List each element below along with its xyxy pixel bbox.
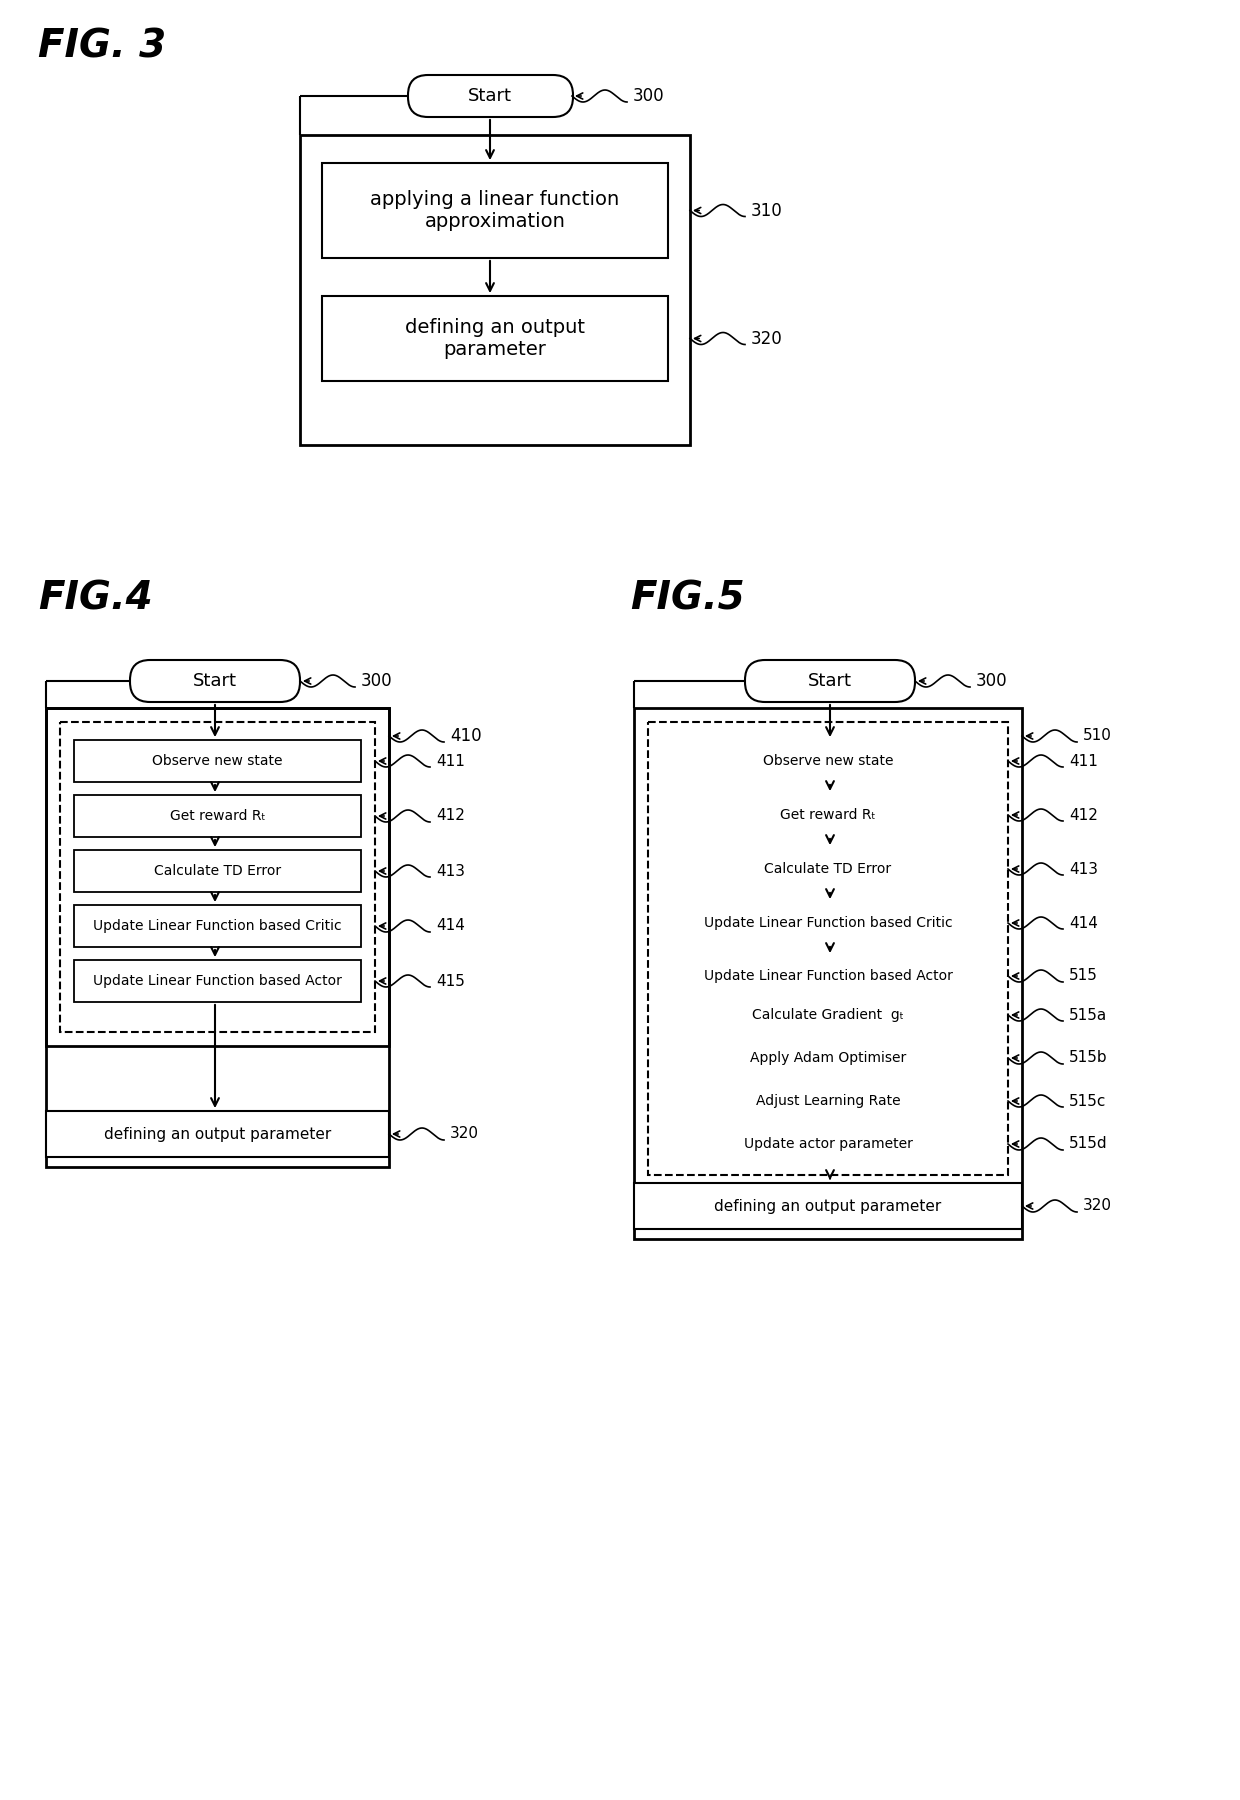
Bar — [649, 722, 1008, 1175]
Text: Calculate Gradient  gₜ: Calculate Gradient gₜ — [753, 1008, 904, 1022]
Bar — [300, 135, 689, 445]
Bar — [74, 796, 361, 837]
Text: Get reward Rₜ: Get reward Rₜ — [170, 808, 265, 823]
Text: 300: 300 — [361, 671, 393, 689]
Bar — [662, 956, 994, 1174]
Text: Update Linear Function based Critic: Update Linear Function based Critic — [93, 920, 342, 932]
Bar — [676, 995, 980, 1033]
FancyBboxPatch shape — [408, 76, 573, 117]
Text: defining an output parameter: defining an output parameter — [714, 1199, 941, 1213]
Text: 515c: 515c — [1069, 1093, 1106, 1109]
Text: 410: 410 — [450, 727, 481, 745]
Text: Update Linear Function based Actor: Update Linear Function based Actor — [93, 974, 342, 988]
Text: 414: 414 — [1069, 916, 1097, 931]
Text: 320: 320 — [751, 329, 782, 347]
Bar — [46, 1111, 389, 1157]
Bar — [662, 794, 994, 835]
Text: Start: Start — [808, 671, 852, 689]
Text: FIG.4: FIG.4 — [38, 580, 153, 617]
Text: 413: 413 — [1069, 862, 1097, 877]
Text: 412: 412 — [1069, 808, 1097, 823]
Bar — [322, 295, 668, 382]
Text: Calculate TD Error: Calculate TD Error — [764, 862, 892, 877]
Bar — [46, 707, 389, 1046]
Text: defining an output
parameter: defining an output parameter — [405, 319, 585, 358]
Text: Apply Adam Optimiser: Apply Adam Optimiser — [750, 1051, 906, 1066]
Bar — [60, 722, 374, 1031]
Text: 413: 413 — [436, 864, 465, 878]
Text: Start: Start — [467, 86, 512, 104]
Text: Adjust Learning Rate: Adjust Learning Rate — [755, 1094, 900, 1109]
Bar — [74, 850, 361, 893]
Text: 515b: 515b — [1069, 1051, 1107, 1066]
Text: 414: 414 — [436, 918, 465, 934]
Bar — [74, 905, 361, 947]
Bar — [662, 740, 994, 781]
Text: Observe new state: Observe new state — [153, 754, 283, 769]
Bar — [662, 902, 994, 943]
Bar — [676, 1039, 980, 1076]
Text: Get reward Rₜ: Get reward Rₜ — [780, 808, 875, 823]
Text: 515a: 515a — [1069, 1008, 1107, 1022]
Text: Update Linear Function based Actor: Update Linear Function based Actor — [703, 968, 952, 983]
Text: 415: 415 — [436, 974, 465, 988]
Text: 411: 411 — [436, 754, 465, 769]
Text: Calculate TD Error: Calculate TD Error — [154, 864, 281, 878]
Text: FIG. 3: FIG. 3 — [38, 29, 166, 67]
Bar — [634, 707, 1022, 1238]
Text: defining an output parameter: defining an output parameter — [104, 1127, 331, 1141]
Bar — [634, 1183, 1022, 1229]
Bar — [46, 707, 389, 1166]
Bar — [676, 1082, 980, 1120]
Text: Update actor parameter: Update actor parameter — [744, 1138, 913, 1150]
Text: 320: 320 — [1083, 1199, 1112, 1213]
Bar — [74, 959, 361, 1003]
Bar — [322, 164, 668, 257]
Text: 515: 515 — [1069, 968, 1097, 983]
Text: 310: 310 — [751, 202, 782, 220]
Text: 411: 411 — [1069, 754, 1097, 769]
Text: 300: 300 — [632, 86, 665, 104]
Text: 412: 412 — [436, 808, 465, 824]
FancyBboxPatch shape — [130, 661, 300, 702]
Bar — [74, 740, 361, 781]
Text: 300: 300 — [976, 671, 1008, 689]
Text: 510: 510 — [1083, 729, 1112, 743]
FancyBboxPatch shape — [745, 661, 915, 702]
Text: Start: Start — [193, 671, 237, 689]
Text: FIG.5: FIG.5 — [630, 580, 745, 617]
Bar — [662, 848, 994, 889]
Text: 515d: 515d — [1069, 1136, 1107, 1152]
Text: applying a linear function
approximation: applying a linear function approximation — [371, 191, 620, 230]
Bar — [676, 1125, 980, 1163]
Text: 320: 320 — [450, 1127, 479, 1141]
Text: Observe new state: Observe new state — [763, 754, 893, 769]
Text: Update Linear Function based Critic: Update Linear Function based Critic — [703, 916, 952, 931]
